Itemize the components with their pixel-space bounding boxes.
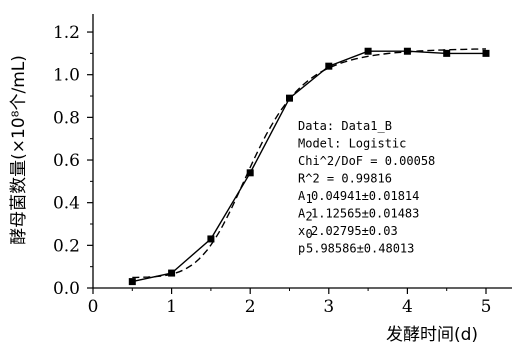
data-point <box>168 269 176 277</box>
y-tick-label: 0.0 <box>53 279 80 299</box>
fit-param-value: 2.02795±0.03 <box>311 224 398 238</box>
y-axis-ticks: 0.0 0.2 0.4 0.6 0.8 1.0 1.2 <box>53 23 93 299</box>
y-tick-label: 0.4 <box>53 194 80 214</box>
fit-param-row: p 5.98586±0.48013 <box>298 242 414 256</box>
x-tick-label: 2 <box>245 297 256 317</box>
data-point <box>403 47 411 55</box>
fit-param-subscript: 2 <box>306 210 313 224</box>
data-line <box>132 50 486 283</box>
x-tick-label: 0 <box>88 297 99 317</box>
y-tick-label: 1.0 <box>53 66 80 86</box>
y-tick-label: 1.2 <box>53 23 80 43</box>
fit-param-value: 1.12565±0.01483 <box>311 207 419 221</box>
y-tick-label: 0.2 <box>53 236 80 256</box>
y-tick-label: 0.6 <box>53 151 80 171</box>
data-point <box>246 169 254 177</box>
fit-param-value: 5.98586±0.48013 <box>306 242 414 256</box>
axes <box>92 14 512 289</box>
fit-param-symbol: A <box>298 207 306 221</box>
fit-param-subscript: 0 <box>306 227 313 241</box>
fit-info-line: Chi^2/DoF = 0.00058 <box>298 154 435 168</box>
fit-info-line: Model: Logistic <box>298 137 406 151</box>
x-axis-label: 发酵时间(d) <box>386 325 478 345</box>
fit-info-line: Data: Data1_B <box>298 119 392 133</box>
fit-param-symbol: A <box>298 189 306 203</box>
data-point <box>325 62 333 70</box>
fit-param-value: 0.04941±0.01814 <box>311 189 419 203</box>
x-tick-label: 3 <box>323 297 334 317</box>
fit-param-subscript: 1 <box>306 192 313 206</box>
fit-curve <box>132 48 487 279</box>
x-tick-label: 1 <box>166 297 177 317</box>
data-point <box>286 94 293 102</box>
y-tick-label: 0.8 <box>53 108 80 128</box>
data-point <box>443 49 451 57</box>
logistic-fit-series <box>132 48 487 279</box>
fit-param-symbol: x <box>298 224 305 238</box>
x-tick-label: 5 <box>481 297 492 317</box>
x-axis-ticks: 0 1 2 3 4 5 <box>88 288 492 317</box>
data-point <box>482 49 490 57</box>
fit-param-symbol: p <box>298 242 305 256</box>
data-point <box>207 235 215 243</box>
data-point <box>128 278 136 286</box>
fit-results-box: Data: Data1_B Model: Logistic Chi^2/DoF = … <box>298 119 435 256</box>
y-axis-label: 酵母菌数量(×10⁸个/mL) <box>9 55 29 245</box>
data-point <box>364 47 372 55</box>
fit-info-line: R^2 = 0.99816 <box>298 172 392 186</box>
x-tick-label: 4 <box>402 297 413 317</box>
measured-data-series <box>128 47 490 286</box>
